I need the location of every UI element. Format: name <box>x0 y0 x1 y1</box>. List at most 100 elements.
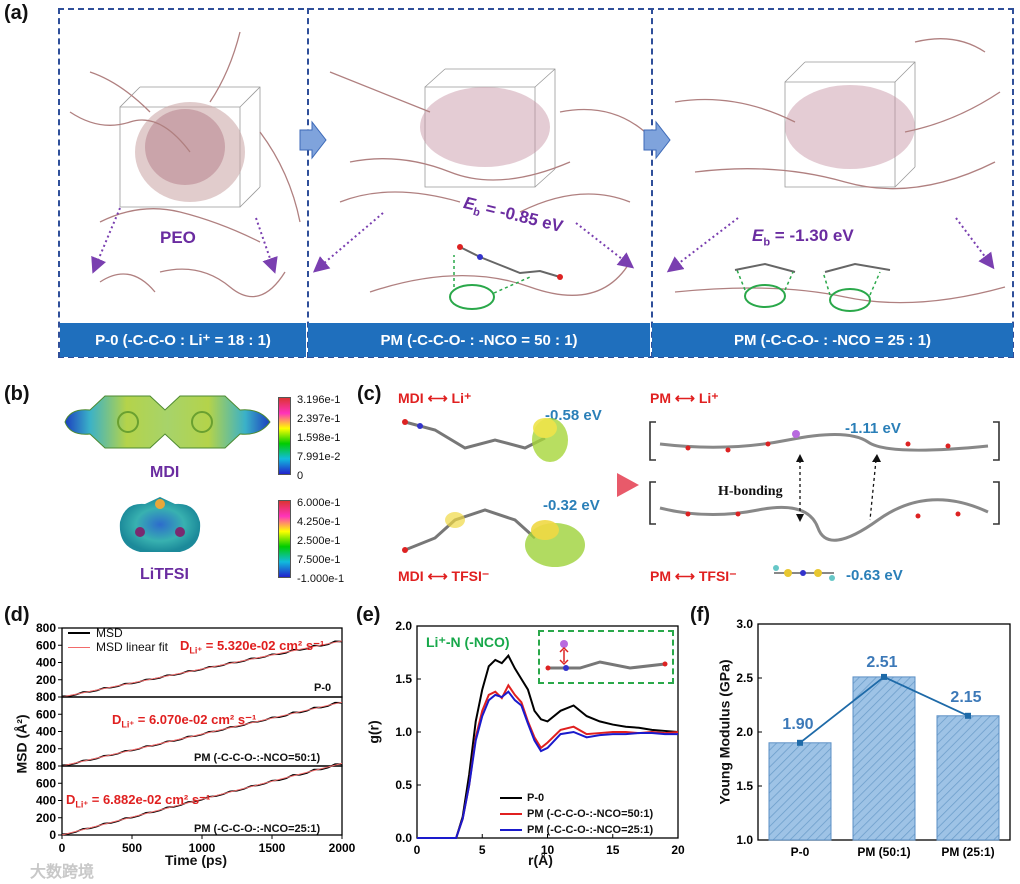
y-tick-label: 0 <box>49 690 56 704</box>
value-label-2: 2.15 <box>950 689 981 706</box>
h-bonding-label: H-bonding <box>718 484 783 499</box>
condition-bar-pm25: PM (-C-C-O- : -NCO = 25 : 1) <box>652 323 1013 357</box>
x-tick-label: 500 <box>122 841 142 855</box>
panel-b-label: (b) <box>4 383 30 405</box>
diffusion-coef-p0: DLi⁺ = 5.320e-02 cm² s⁻¹ <box>180 638 325 656</box>
tfsi-molecule <box>773 565 835 581</box>
process-arrow-c <box>617 473 639 497</box>
msd-fit-line-0 <box>61 640 343 698</box>
legend-msd: MSD <box>96 626 123 640</box>
mdi-tfsi-pair: MDI ⟷ TFSI⁻ <box>398 568 490 584</box>
bar-1 <box>852 676 916 841</box>
y-tick-label: 400 <box>36 794 56 808</box>
pm-tfsi-pair: PM ⟷ TFSI⁻ <box>650 568 737 584</box>
panel-f-label: (f) <box>690 604 710 626</box>
trend-marker-2 <box>965 712 971 719</box>
diffusion-coef-pm50: DLi⁺ = 6.070e-02 cm² s⁻¹ <box>112 712 257 730</box>
rdf-xlabel: r(Å) <box>528 852 553 868</box>
energy-pm-tfsi: -0.63 eV <box>846 567 903 584</box>
modulus-chart: 1.0 1.5 2.0 2.5 3.0 P-0 PM (50:1) PM (25:1) 1.90… <box>736 617 1011 859</box>
msd-legend: MSD MSD linear fit <box>68 626 168 654</box>
mdi-inset-pm25 <box>734 262 891 312</box>
x-tick-label: 0 <box>414 843 421 857</box>
x-tick-label: 5 <box>479 843 486 857</box>
binding-energy-pm25: Eb = -1.30 eV <box>752 226 854 249</box>
diffusion-coef-pm25: DLi⁺ = 6.882e-02 cm² s⁻¹ <box>66 792 211 810</box>
msd-chart: 0200400600800020040060080002004006008000… <box>36 621 355 855</box>
y-tick-label: 600 <box>36 707 56 721</box>
simulation-box-p0 <box>69 31 301 298</box>
msd-series-name-pm25: PM (-C-C-O-:-NCO=25:1) <box>194 823 321 835</box>
trend-marker-1 <box>881 673 887 680</box>
rdf-legend: P-0 PM (-C-C-O-:-NCO=50:1) PM (-C-C-O-:-… <box>500 790 653 838</box>
value-label-1: 2.51 <box>866 654 897 671</box>
y-tick-label: 200 <box>36 742 56 756</box>
x-tick-label: 1500 <box>259 841 286 855</box>
modulus-ylabel: Young Modulus (GPa) <box>716 659 733 805</box>
mdi-li-structure <box>402 418 568 462</box>
legend-pm50: PM (-C-C-O-:-NCO=50:1) <box>527 808 654 820</box>
simulation-box-pm50 <box>329 68 646 296</box>
colorbar-mdi-tick: 2.397e-1 <box>297 413 341 425</box>
flow-arrow-1 <box>299 120 327 160</box>
colorbar-litfsi-tick: 4.250e-1 <box>297 516 341 528</box>
mdi-esp-map <box>64 395 271 449</box>
dotted-arrows-a <box>91 207 995 274</box>
colorbar-mdi-tick: 0 <box>297 470 304 482</box>
panel-a-frame <box>58 8 1014 358</box>
y-tick-label: 0 <box>49 759 56 773</box>
energy-mdi-li: -0.58 eV <box>545 407 602 424</box>
simulation-box-pm25 <box>674 38 1006 304</box>
mdi-tfsi-structure <box>402 508 585 567</box>
condition-bar-pm50: PM (-C-C-O- : -NCO = 50 : 1) <box>308 323 650 357</box>
rdf-inset-box <box>538 630 674 684</box>
y-tick-label: 400 <box>36 725 56 739</box>
condition-bar-p0: P-0 (-C-C-O : Li⁺ = 18 : 1) <box>60 323 306 357</box>
mdi-inset-pm50 <box>449 244 563 310</box>
y-tick-label: 400 <box>36 656 56 670</box>
panel-d-label: (d) <box>4 604 30 626</box>
y-tick-label: 600 <box>36 638 56 652</box>
energy-pm-li: -1.11 eV <box>845 420 901 437</box>
y-tick-label: 2.0 <box>736 725 753 739</box>
colorbar-mdi-tick: 1.598e-1 <box>297 432 341 444</box>
y-tick-label: 200 <box>36 811 56 825</box>
legend-pm25: PM (-C-C-O-:-NCO=25:1) <box>527 824 654 836</box>
x-tick-label: 2000 <box>329 841 355 855</box>
y-tick-label: 0.0 <box>395 831 412 845</box>
panel-a-divider-2 <box>651 8 653 358</box>
watermark: 大数跨境 <box>30 864 95 881</box>
colorbar-litfsi-tick: -1.000e-1 <box>297 573 345 585</box>
rdf-ylabel: g(r) <box>365 720 382 744</box>
x-tick-label: 0 <box>59 841 66 855</box>
panel-e-label: (e) <box>356 604 381 626</box>
category-label: P-0 <box>791 845 810 859</box>
colorbar-litfsi-tick: 7.500e-1 <box>297 554 341 566</box>
msd-xlabel: Time (ps) <box>165 852 227 868</box>
peo-label: PEO <box>160 228 196 247</box>
flow-arrow-2 <box>643 120 671 160</box>
y-tick-label: 600 <box>36 776 56 790</box>
trend-marker-0 <box>797 739 803 746</box>
msd-fit-line-1 <box>61 701 343 767</box>
msd-fit-line-2 <box>61 762 343 836</box>
x-tick-label: 20 <box>671 843 685 857</box>
colorbar-mdi <box>278 397 291 475</box>
msd-series-name-pm50: PM (-C-C-O-:-NCO=50:1) <box>194 752 321 764</box>
category-label: PM (25:1) <box>941 845 994 859</box>
colorbar-mdi-tick: 3.196e-1 <box>297 394 341 406</box>
energy-mdi-tfsi: -0.32 eV <box>543 497 600 514</box>
rdf-title: Li⁺-N (-NCO) <box>426 634 510 650</box>
legend-p0: P-0 <box>527 792 545 804</box>
x-tick-label: 1000 <box>189 841 216 855</box>
bar-2 <box>936 715 1000 841</box>
y-tick-label: 800 <box>36 690 56 704</box>
litfsi-esp-map <box>119 497 201 552</box>
y-tick-label: 800 <box>36 759 56 773</box>
pm-polymer-structure <box>649 421 1000 542</box>
panel-c-label: (c) <box>357 383 382 405</box>
x-tick-label: 15 <box>606 843 620 857</box>
y-tick-label: 2.0 <box>395 619 412 633</box>
colorbar-litfsi-tick: 6.000e-1 <box>297 497 341 509</box>
litfsi-label: LiTFSI <box>140 566 189 583</box>
